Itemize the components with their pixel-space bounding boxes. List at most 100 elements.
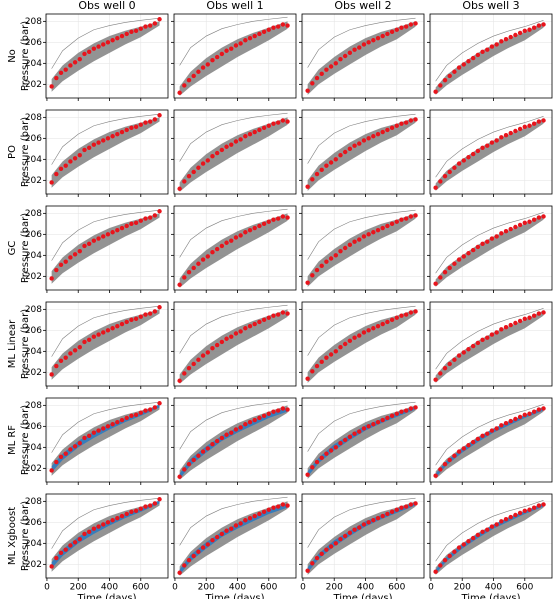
observation	[261, 29, 267, 35]
observation	[366, 424, 371, 429]
observation	[275, 408, 281, 413]
panel: 202 204 206 208	[25, 205, 169, 293]
observation	[68, 351, 73, 356]
observation	[342, 533, 348, 539]
panel: 202 204 206 208	[25, 109, 169, 197]
ensemble-line	[307, 401, 416, 452]
observation	[157, 113, 162, 118]
observation	[541, 310, 546, 315]
observation	[456, 449, 462, 454]
observation	[366, 136, 371, 141]
observation	[261, 317, 267, 323]
observation	[224, 528, 229, 533]
observation	[275, 120, 281, 125]
observation	[333, 445, 338, 450]
observation	[394, 123, 399, 128]
observation	[115, 227, 120, 233]
observation	[380, 129, 385, 135]
observation	[403, 216, 409, 221]
observation	[196, 69, 201, 74]
observation	[456, 65, 462, 70]
observation	[191, 361, 196, 367]
observation	[86, 49, 92, 54]
observation	[200, 257, 206, 262]
observation	[352, 47, 357, 52]
observation	[219, 435, 225, 441]
observation	[147, 311, 153, 316]
observation	[314, 267, 320, 273]
observation	[247, 131, 253, 137]
observation	[196, 165, 201, 170]
observation	[328, 256, 334, 261]
observation	[475, 340, 481, 346]
observation	[371, 230, 376, 235]
observation	[499, 423, 504, 428]
observation	[361, 234, 367, 239]
panel: 202 204 206 208	[25, 301, 169, 389]
observation	[96, 428, 101, 433]
observation	[271, 313, 276, 318]
observation	[380, 417, 385, 423]
observation	[54, 459, 59, 465]
observation	[399, 409, 404, 414]
observation	[328, 64, 334, 69]
observation	[480, 433, 485, 438]
panel-frame	[301, 13, 425, 99]
observation	[342, 437, 348, 443]
ensemble-line	[307, 305, 416, 356]
observation	[375, 323, 381, 329]
observation	[485, 335, 490, 340]
ensemble-line	[435, 212, 544, 274]
x-tick-label: 0	[300, 583, 306, 593]
observation	[324, 451, 329, 456]
observation	[433, 281, 438, 286]
observation	[105, 328, 111, 333]
observation	[252, 129, 257, 135]
observation	[186, 365, 192, 371]
ensemble-band	[435, 406, 544, 479]
ensemble-band	[51, 501, 160, 572]
observation	[508, 322, 513, 328]
observation	[205, 446, 210, 451]
observation	[49, 276, 54, 281]
panel-frame	[429, 109, 553, 195]
x-tick-label: 200	[326, 583, 343, 593]
panel-frame	[45, 109, 169, 195]
observation	[124, 223, 129, 229]
observation	[266, 315, 271, 320]
panel	[299, 205, 425, 293]
ensemble-line	[179, 16, 288, 66]
observation	[275, 24, 281, 29]
observation	[408, 502, 414, 507]
x-tick-label: 0	[428, 583, 434, 593]
observation	[305, 184, 310, 189]
observation	[229, 526, 234, 531]
observation	[247, 323, 253, 329]
observation	[357, 429, 362, 434]
observation	[77, 248, 82, 254]
row-label: PO	[7, 145, 18, 159]
x-tick-label: 0	[44, 583, 50, 593]
observation	[447, 169, 452, 175]
observation	[82, 51, 87, 57]
ensemble-line	[307, 17, 416, 68]
observation	[68, 255, 73, 260]
observation	[191, 457, 196, 463]
ensemble-band	[307, 213, 416, 287]
observation	[252, 33, 257, 39]
observation	[54, 267, 59, 273]
observation	[438, 83, 443, 88]
observation	[541, 22, 546, 27]
observation	[489, 524, 495, 529]
ensemble-band	[435, 502, 544, 575]
observation	[210, 442, 215, 447]
panel-frame	[45, 397, 169, 483]
observation	[143, 216, 148, 221]
observation	[517, 510, 523, 516]
observation	[375, 227, 381, 233]
observation	[182, 467, 187, 472]
observation	[82, 531, 87, 537]
observation	[342, 245, 348, 251]
observation	[285, 215, 290, 220]
